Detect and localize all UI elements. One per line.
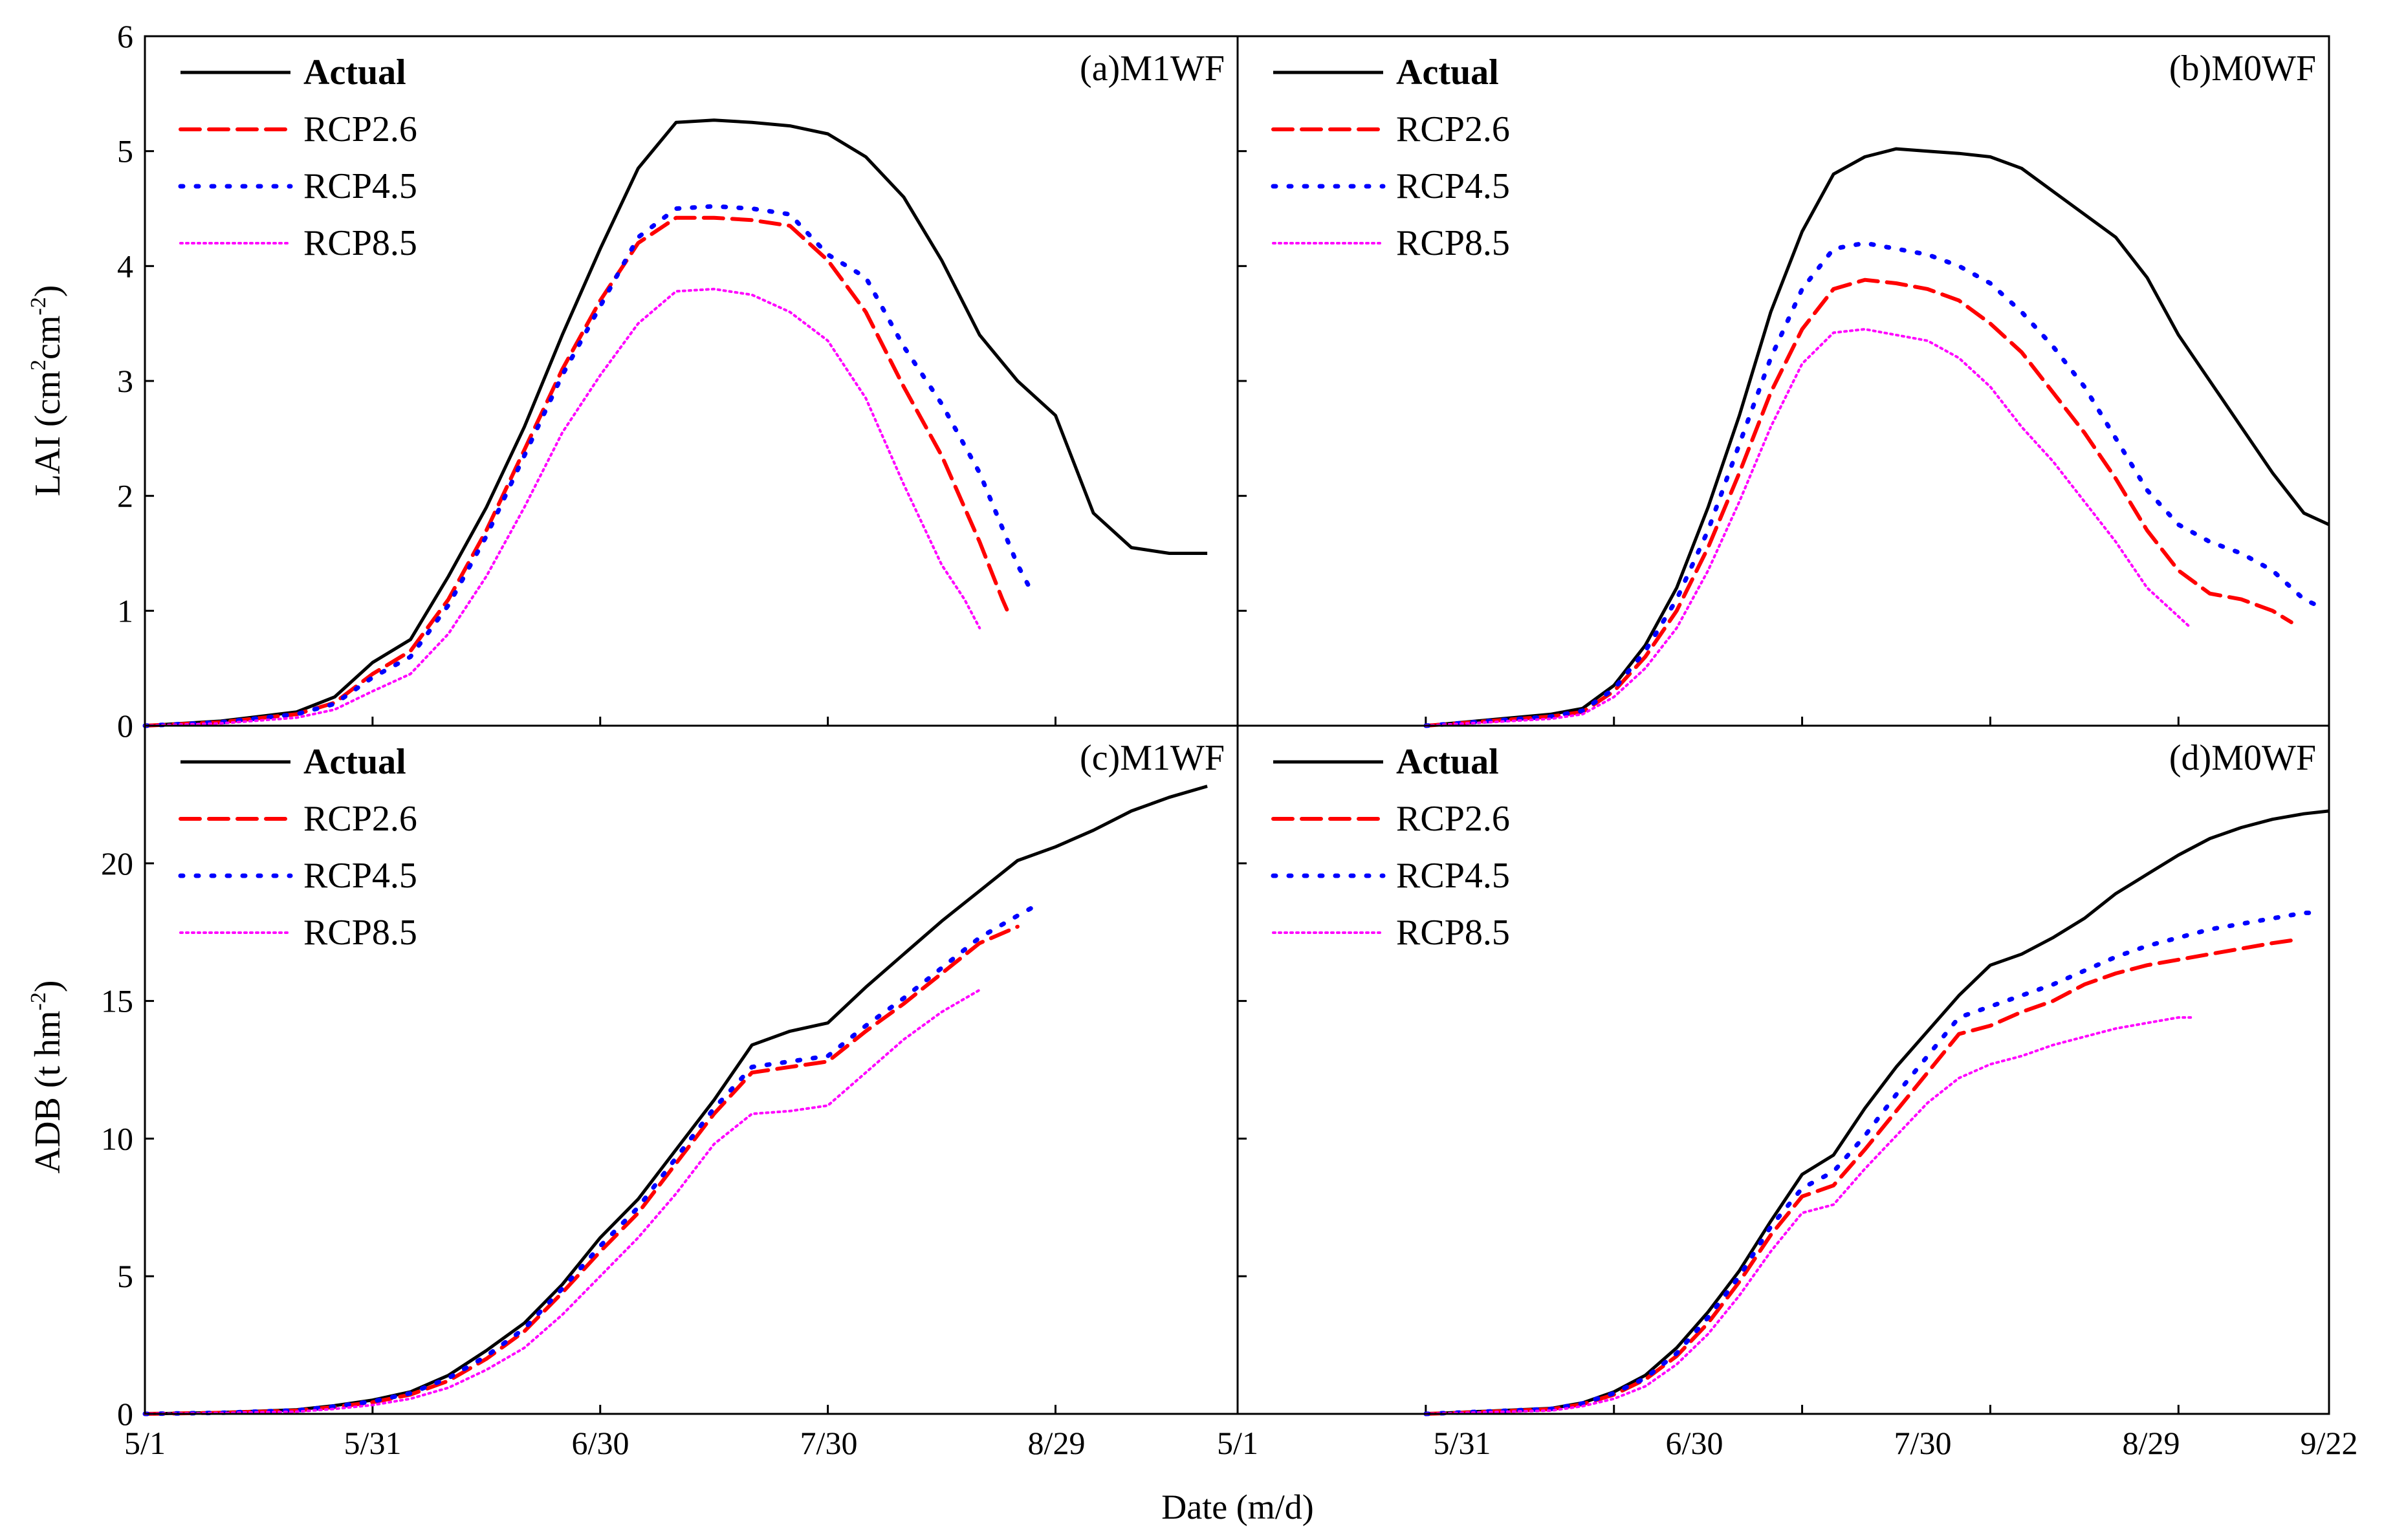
y-label-part: ) <box>28 285 68 298</box>
legend-label: RCP2.6 <box>303 109 417 149</box>
y-label-part: LAI (cm <box>28 371 68 496</box>
legend-label: RCP4.5 <box>303 856 417 896</box>
panel-frame <box>1236 724 2330 1415</box>
legend-label: RCP2.6 <box>1396 109 1510 149</box>
series-line-rcp85 <box>1424 328 2193 727</box>
x-tick-label: 7/30 <box>1894 1425 1952 1461</box>
x-tick-label: 8/29 <box>2123 1425 2180 1461</box>
series-line-rcp85 <box>144 287 981 727</box>
y-label-superscript: -2 <box>27 992 50 1010</box>
legend-label: Actual <box>1396 52 1499 92</box>
x-tick-label: 5/1 <box>1217 1425 1258 1461</box>
y-label-part: ADB (t hm <box>28 1010 68 1173</box>
legend-label: RCP8.5 <box>303 913 417 953</box>
y-tick-label: 0 <box>117 708 133 744</box>
legend-label: RCP2.6 <box>303 799 417 839</box>
y-label-superscript: -2 <box>27 297 50 315</box>
series-line-actual <box>144 118 1208 728</box>
panel-b: Actual RCP2.6 RCP4.5 RCP8.5 (b)M0WF <box>1236 35 2330 728</box>
series-line-actual <box>1425 809 2330 1416</box>
x-tick-label: 5/31 <box>344 1425 402 1461</box>
series-line-rcp26 <box>143 924 1020 1416</box>
y-tick-label: 2 <box>117 478 133 514</box>
y-tick-label: 1 <box>117 592 133 629</box>
legend-label: RCP8.5 <box>303 223 417 263</box>
legend-label: RCP8.5 <box>1396 223 1510 263</box>
y-label-part: ) <box>28 981 68 993</box>
x-tick-label: 6/30 <box>572 1425 629 1461</box>
x-tick-label: 5/31 <box>1434 1425 1491 1461</box>
y-axis-label-lai: LAI (cm2cm-2) <box>27 285 68 497</box>
y-tick-label: 3 <box>117 363 133 399</box>
series-line-actual <box>144 785 1208 1416</box>
panel-title: (a)M1WF <box>1080 49 1225 89</box>
y-tick-label: 5 <box>117 133 133 169</box>
y-tick-label: 6 <box>117 18 133 54</box>
legend-label: RCP4.5 <box>303 166 417 206</box>
series-line-actual <box>1425 147 2330 728</box>
x-tick-label: 9/22 <box>2301 1425 2358 1461</box>
y-tick-label: 20 <box>101 845 133 882</box>
panel-title: (b)M0WF <box>2169 49 2316 89</box>
series-line-rcp45 <box>1423 241 2319 728</box>
legend-label: RCP4.5 <box>1396 856 1510 896</box>
legend-label: RCP2.6 <box>1396 799 1510 839</box>
series-line-rcp45 <box>142 905 1035 1416</box>
x-axis-label: Date (m/d) <box>1161 1488 1313 1526</box>
series-line-rcp85 <box>1424 1016 2193 1415</box>
legend-label: RCP4.5 <box>1396 166 1510 206</box>
legend-label: Actual <box>1396 742 1499 782</box>
panel-d: Actual RCP2.6 RCP4.5 RCP8.5 (d)M0WF <box>1236 724 2330 1416</box>
x-tick-label: 7/30 <box>800 1425 858 1461</box>
y-label-part: cm <box>28 316 68 360</box>
y-axis-label-adb: ADB (t hm-2) <box>27 981 68 1174</box>
panel-title: (d)M0WF <box>2169 738 2316 778</box>
y-tick-label: 4 <box>117 248 133 284</box>
legend-label: RCP8.5 <box>1396 913 1510 953</box>
series-line-rcp26 <box>143 215 1012 728</box>
y-tick-label: 10 <box>101 1120 133 1156</box>
y-tick-label: 0 <box>117 1396 133 1432</box>
y-tick-label: 5 <box>117 1258 133 1294</box>
x-tick-label: 5/1 <box>124 1425 166 1461</box>
series-line-rcp85 <box>144 988 981 1415</box>
panel-title: (c)M1WF <box>1080 738 1225 778</box>
legend-label: Actual <box>303 52 406 92</box>
x-tick-labels: 5/1 5/31 6/30 7/30 8/29 5/1 5/31 6/30 7/… <box>124 1425 2357 1461</box>
series-line-rcp45 <box>142 204 1035 728</box>
panel-a: 0 1 2 3 4 5 6 Actual RCP2.6 RCP4.5 RCP8.5 (a)M1WF <box>117 18 1239 744</box>
y-tick-label: 15 <box>101 983 133 1019</box>
x-tick-label: 8/29 <box>1028 1425 1086 1461</box>
x-tick-label: 6/30 <box>1666 1425 1723 1461</box>
series-line-rcp26 <box>1423 277 2293 728</box>
y-label-superscript: 2 <box>27 360 50 371</box>
plots: 0 1 2 3 4 5 6 Actual RCP2.6 RCP4.5 RCP8.5 (a)M1WF Ac… <box>101 18 2330 1432</box>
legend-label: Actual <box>303 742 406 782</box>
